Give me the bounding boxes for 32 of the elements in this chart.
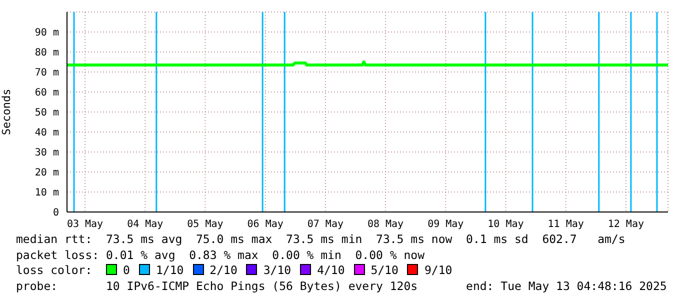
text: median rtt: 73.5 ms avg 75.0 ms max 73.5 ms min 73.5 ms now 0.1 ms sd 602.7 am/s xyxy=(16,232,626,248)
x-tick-label: 11 May xyxy=(548,219,584,230)
y-tick-label: 80 m xyxy=(34,48,59,59)
legend-title: loss color: xyxy=(16,263,94,277)
x-tick-label: 04 May xyxy=(127,219,164,230)
legend-label: 2/10 xyxy=(208,263,238,277)
x-tick-label: 06 May xyxy=(247,219,284,230)
y-tick-label: 50 m xyxy=(34,108,59,119)
legend-label: 1/10 xyxy=(154,263,184,277)
y-tick-label: 90 m xyxy=(34,28,59,39)
y-tick-label: 10 m xyxy=(34,188,59,199)
x-tick-label: 08 May xyxy=(367,219,404,230)
y-tick-label: 70 m xyxy=(34,68,59,79)
x-tick-label: 10 May xyxy=(488,219,524,230)
text: probe: 10 IPv6-ICMP Echo Pings (56 Bytes) every 120s end: Tue May 13 04:48:16 2025 xyxy=(16,278,668,294)
y-tick-label: 60 m xyxy=(34,88,59,99)
x-tick-label: 03 May xyxy=(66,219,104,230)
legend-label: 5/10 xyxy=(370,263,398,277)
x-tick-label: 12 May xyxy=(608,219,644,230)
legend-label: 4/10 xyxy=(316,263,345,277)
y-tick-label: 0 xyxy=(52,208,59,219)
y-tick-label: 20 m xyxy=(34,168,59,179)
legend-label: 9/10 xyxy=(423,263,452,277)
y-tick-label: 40 m xyxy=(34,128,59,139)
x-tick-label: 09 May xyxy=(428,219,464,230)
legend-label: 0 xyxy=(122,263,130,277)
x-tick-label: 05 May xyxy=(187,219,224,230)
legend-label: 3/10 xyxy=(262,263,292,277)
text: packet loss: 0.01 % avg 0.83 % max 0.00 % min 0.00 % now xyxy=(16,248,426,263)
y-axis-title: Seconds xyxy=(0,88,13,136)
y-tick-label: 30 m xyxy=(34,148,59,159)
x-tick-label: 07 May xyxy=(307,219,344,230)
